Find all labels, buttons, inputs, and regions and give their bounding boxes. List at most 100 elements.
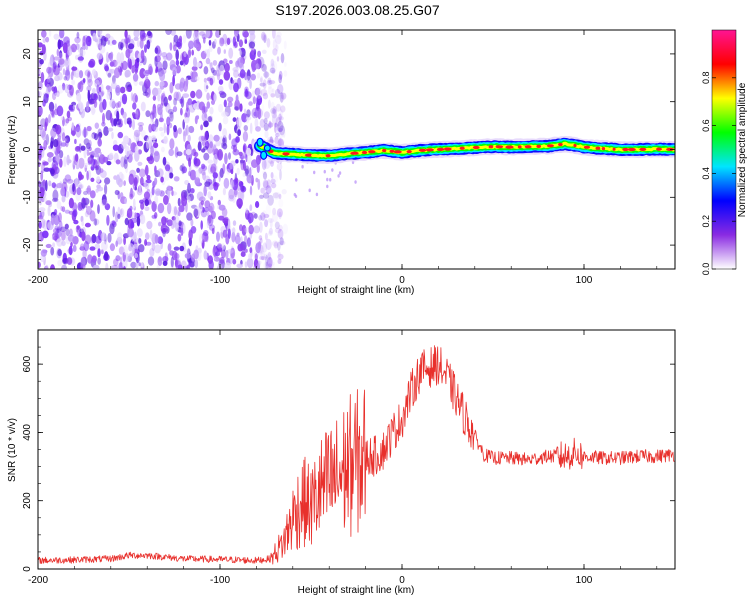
spectrogram-noise-blob (227, 101, 233, 108)
spectrogram-noise-blob (115, 159, 121, 165)
spectrogram-noise-blob (263, 213, 270, 219)
spectrogram-noise-blob (264, 219, 269, 228)
spectrogram-noise-blob (265, 254, 269, 267)
spectrogram-noise-blob (276, 56, 280, 62)
spectrogram-noise-blob (232, 220, 237, 226)
spectrogram-noise-blob (263, 253, 270, 259)
spectrogram-noise-blob (278, 138, 285, 145)
spectrogram-noise-blob (228, 188, 235, 200)
spectrogram-noise-blob (204, 200, 211, 209)
spectrogram-noise-blob (60, 187, 66, 197)
spectrogram-noise-blob (169, 111, 174, 122)
spectrogram-noise-blob (269, 67, 276, 74)
spectrogram-noise-blob (144, 206, 150, 212)
spectrogram-noise-blob (279, 240, 286, 246)
spectrogram-noise-blob (175, 260, 182, 269)
colorbar-tick-label: 0.2 (701, 215, 711, 228)
spectrogram-noise-blob (77, 82, 82, 90)
spectrogram-noise-blob (117, 131, 124, 139)
spectrogram-noise-blob (198, 233, 204, 244)
spectrogram-noise-blob (97, 138, 102, 147)
spectrogram-noise-blob (54, 225, 60, 231)
spectrogram-noise-blob (112, 144, 119, 151)
spectrogram-noise-blob (140, 49, 145, 60)
colorbar-tick-label: 0.4 (701, 167, 711, 180)
spectrogram-noise-blob (120, 156, 126, 168)
spectrogram-noise-blob (180, 227, 184, 236)
spectrogram-noise-blob (264, 232, 268, 241)
spectrogram-noise-blob (84, 162, 88, 168)
spectrogram-noise-blob (75, 153, 79, 162)
spectrogram-noise-blob (238, 151, 243, 156)
snr-y-label: SNR (10 * v/v) (7, 418, 18, 482)
spectrogram-noise-blob (278, 74, 283, 84)
spectrogram-noise-blob (274, 122, 278, 128)
spectrogram-noise-blob (122, 251, 126, 262)
spectrogram-noise-blob (118, 41, 122, 50)
spectrogram-noise-blob (52, 228, 60, 234)
spectrogram-noise-blob (71, 79, 76, 86)
spectrogram-noise-blob (205, 85, 209, 90)
spectrogram-noise-blob (274, 136, 279, 145)
spectrogram-noise-blob (64, 69, 70, 76)
spectrogram-noise-blob (240, 251, 246, 257)
spectrogram-noise-blob (109, 68, 115, 74)
spectrogram-noise-blob (139, 214, 146, 225)
spectrogram-noise-blob (271, 108, 277, 119)
spectrogram-noise-blob (119, 256, 123, 268)
spectrogram-noise-blob (53, 33, 60, 40)
spectrogram-noise-blob (190, 71, 194, 80)
spectrogram-noise-blob (83, 148, 87, 159)
spectrogram-noise-blob (214, 181, 217, 187)
ridge-peak (558, 142, 563, 147)
spectrogram-noise-blob (272, 30, 276, 39)
spectrogram-noise-blob (100, 232, 107, 242)
spectrogram-noise-blob (92, 32, 97, 42)
spectrogram-noise-blob (96, 39, 102, 49)
spectrogram-noise-blob (72, 209, 78, 218)
spectrogram-noise-blob (56, 226, 60, 234)
spectrogram-noise-blob (216, 72, 221, 81)
spectrogram-noise-blob (115, 255, 121, 262)
spectrogram-noise-blob (232, 258, 237, 265)
spectrogram-noise-blob (250, 166, 254, 171)
spectrogram-noise-blob (223, 216, 230, 226)
spectrogram-noise-blob (65, 58, 69, 66)
spectrogram-noise-blob (165, 30, 172, 35)
spectrogram-noise-blob (268, 80, 276, 85)
spectrogram-noise-blob (57, 39, 61, 50)
spectrogram-noise-blob (219, 135, 224, 145)
spectrogram-noise-blob (243, 145, 246, 152)
spectrogram-noise-blob (84, 222, 91, 228)
spectrogram-noise-blob (249, 30, 255, 36)
spectrogram-noise-blob (94, 218, 97, 226)
spectrogram-noise-blob (90, 133, 95, 140)
spectrogram-noise-blob (218, 79, 224, 85)
spectrogram-noise-blob (149, 248, 155, 257)
spectrogram-noise-blob (213, 38, 217, 46)
spectrogram-noise-blob (182, 223, 186, 234)
spectrogram-noise-blob (131, 247, 135, 255)
colorbar: 0.0 0.2 0.4 0.6 0.8 Normalized spectral ampl… (701, 29, 748, 275)
spectrogram-noise-blob (54, 92, 60, 98)
spectrogram-noise-blob (151, 214, 157, 219)
spectrogram-noise-blob (271, 69, 276, 75)
y-tick-label: -10 (22, 190, 33, 205)
spectrogram-noise-blob (276, 31, 282, 38)
spectrogram-noise-blob (217, 247, 223, 253)
ridge-peak (436, 147, 445, 151)
spectrogram-noise-blob (242, 131, 248, 142)
spectrogram-noise-blob (81, 220, 85, 227)
spectrogram-noise-blob (153, 142, 159, 149)
spectrogram-noise-blob (68, 197, 74, 209)
spectrogram-noise-blob (270, 172, 274, 179)
spectrogram-noise-blob (85, 205, 92, 215)
spectrogram-noise-blob (278, 224, 283, 231)
spectrogram-noise-blob (133, 174, 140, 184)
spectrogram-noise-blob (217, 46, 221, 55)
spectrogram-noise-blob (154, 165, 157, 174)
spectrogram-noise-blob (190, 218, 194, 227)
spectrogram-noise-blob (120, 173, 125, 181)
spectrogram-noise-blob (128, 58, 132, 70)
spectrogram-noise-blob (93, 153, 100, 158)
